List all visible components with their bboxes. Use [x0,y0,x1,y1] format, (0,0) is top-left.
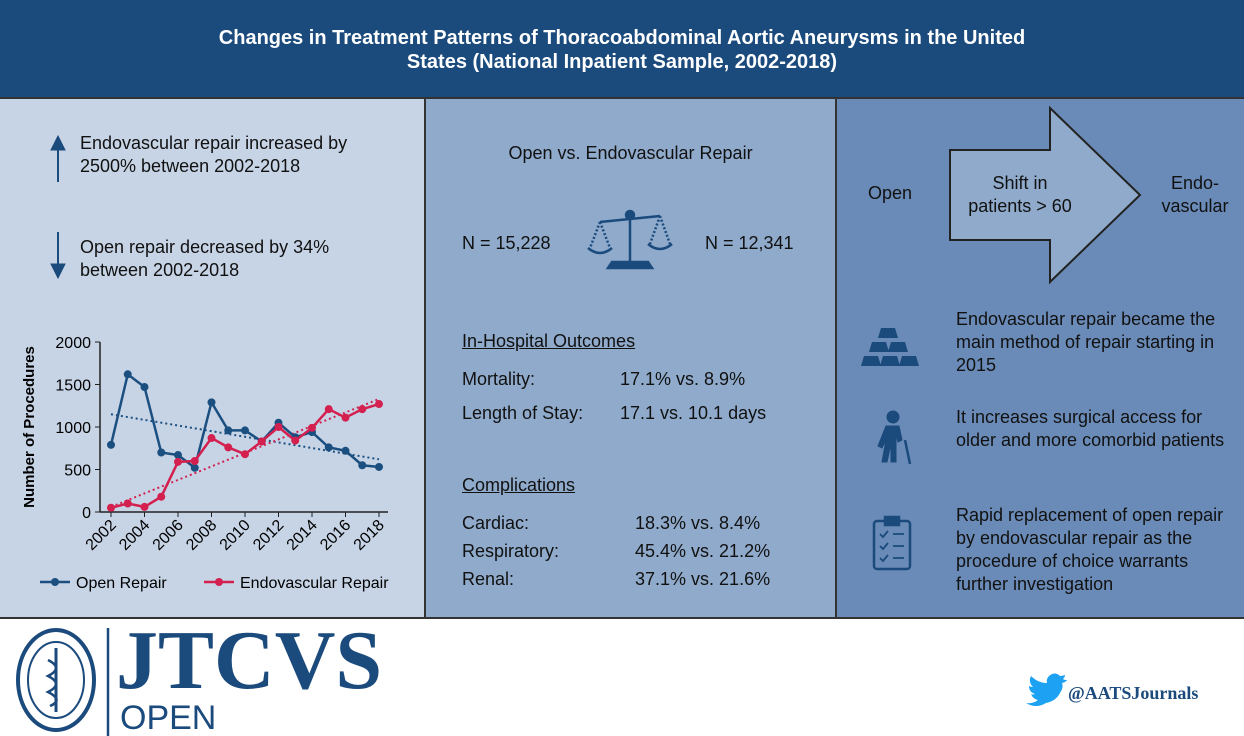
point [308,423,316,432]
point [241,450,249,459]
shift-to: Endo- [1170,173,1220,193]
point: Rapid replacement of open repair by endo… [956,505,1224,594]
row-value: 18.3% vs. 8.4% [635,513,761,533]
point [107,440,115,449]
point [375,400,383,409]
y-tick-label: 500 [64,463,91,480]
point [241,426,249,435]
row-value: 17.1 vs. 10.1 days [620,403,767,423]
row-label: Mortality: [462,369,536,389]
shift-from: Open [868,183,913,203]
point [174,451,182,460]
clipboard-icon [872,515,912,571]
elder-icon [877,410,912,465]
legend-label: Open Repair [76,575,167,592]
point [140,502,149,511]
trend-line [110,398,380,508]
shift-label: Shift in patients > 60 [968,173,1072,216]
point [224,426,233,435]
row-value: 37.1% vs. 21.6% [635,569,771,589]
point [190,457,199,465]
legend-label: Endovascular Repair [240,575,389,592]
point [224,443,233,452]
complications-heading: Complications [462,475,576,495]
title: Changes in Treatment Patterns of Thoraco… [218,27,1026,73]
point: It increases surgical access for older a… [956,407,1225,450]
twitter-handle: @AATSJournals [1068,683,1199,703]
point [140,383,149,392]
header-bg [0,0,1244,98]
bars-icon [861,328,919,366]
legend-marker [215,578,223,586]
journal-name: JTCVS [116,614,383,707]
point [157,492,166,501]
point [341,446,350,455]
point [358,461,367,470]
point [207,398,216,407]
row-label: Length of Stay: [462,403,584,423]
point [375,462,383,471]
outcomes-heading: In-Hospital Outcomes [462,331,636,351]
point [123,370,132,379]
y-tick-label: 2000 [55,335,91,352]
point [123,499,132,508]
n-open: N = 15,228 [462,233,551,253]
shift-to: vascular [1161,196,1229,216]
point: Endovascular repair became the main meth… [956,309,1216,375]
row-label: Respiratory: [462,541,560,561]
trend-up: Endovascular repair increased by 2500% b… [80,133,348,176]
shift-arrow [949,105,1142,285]
row-value: 45.4% vs. 21.2% [635,541,771,561]
point [107,503,115,512]
y-axis-label: Number of Procedures [21,346,38,508]
row-value: 17.1% vs. 8.9% [620,369,746,389]
y-tick-label: 1000 [55,420,91,437]
point [157,448,166,457]
y-tick-label: 1500 [55,378,91,395]
middle-title: Open vs. Endovascular Repair [508,143,753,163]
point [324,443,333,452]
trend-line [110,413,380,461]
trend-down: Open repair decreased by 34% between 200… [80,237,330,280]
journal-sub: OPEN [120,699,217,736]
n-endo: N = 12,341 [705,233,794,253]
panel-borders [0,97,1244,619]
point [174,457,182,466]
point [257,437,266,446]
y-tick-label: 0 [82,505,91,522]
point [291,436,300,445]
point [190,463,199,472]
point [358,405,367,414]
row-label: Cardiac: [462,513,530,533]
middle-panel [425,98,836,618]
trend-arrows [50,134,66,280]
logo-seal [16,628,96,732]
point [324,405,333,414]
legend-marker [51,578,59,586]
twitter-bird [1026,673,1067,706]
point [341,413,350,422]
scale-icon [587,209,673,270]
row-label: Renal: [462,569,515,589]
point [207,434,216,443]
point [274,423,283,431]
left-panel [0,98,425,618]
